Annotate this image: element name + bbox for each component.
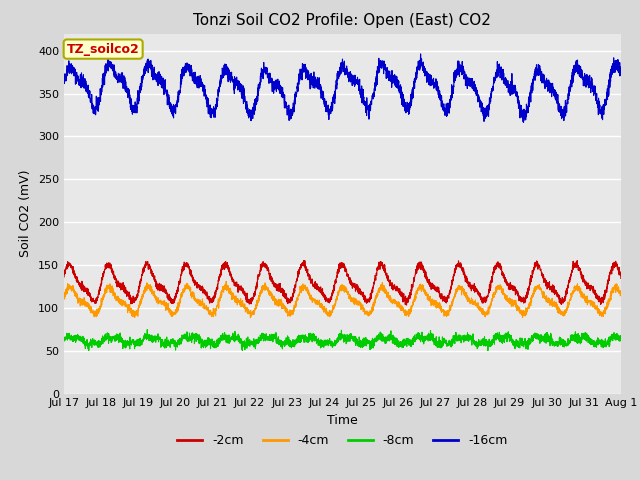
X-axis label: Time: Time (327, 414, 358, 427)
Title: Tonzi Soil CO2 Profile: Open (East) CO2: Tonzi Soil CO2 Profile: Open (East) CO2 (193, 13, 492, 28)
Text: TZ_soilco2: TZ_soilco2 (67, 43, 140, 56)
Y-axis label: Soil CO2 (mV): Soil CO2 (mV) (19, 170, 33, 257)
Legend: -2cm, -4cm, -8cm, -16cm: -2cm, -4cm, -8cm, -16cm (172, 429, 513, 452)
